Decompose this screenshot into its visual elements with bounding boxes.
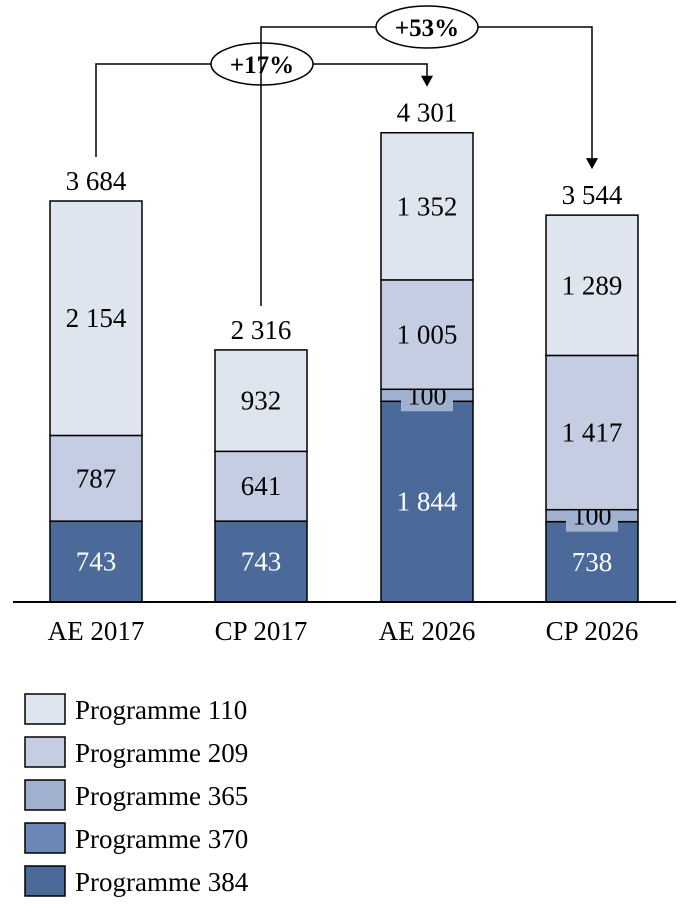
data-label: 932 — [241, 386, 282, 416]
x-tick-label: CP 2017 — [215, 616, 308, 646]
data-label: 1 417 — [562, 418, 623, 448]
data-label: 787 — [76, 463, 117, 493]
bar-segment-programme-110-0 — [49, 200, 143, 437]
legend-label: Programme 209 — [75, 738, 248, 768]
data-label: 641 — [241, 471, 282, 501]
bar-segment-programme-384-1 — [214, 520, 308, 603]
data-label: 2 154 — [66, 303, 127, 333]
legend-swatch-programme-384 — [24, 865, 66, 897]
legend-swatch-programme-110 — [24, 693, 66, 725]
legend-label: Programme 365 — [75, 781, 248, 811]
x-tick-label: CP 2026 — [546, 616, 639, 646]
bar-total-label: 3 684 — [66, 166, 127, 196]
bar-segment-programme-110-1 — [214, 349, 308, 453]
bar-segment-programme-209-2 — [380, 279, 474, 391]
annotation-label: +17% — [230, 52, 294, 79]
legend-label: Programme 370 — [75, 824, 248, 854]
bar-total-label: 2 316 — [231, 315, 292, 345]
annotation-label: +53% — [395, 15, 459, 42]
data-label: 1 844 — [397, 487, 458, 517]
bar-segment-programme-110-3 — [545, 214, 639, 357]
bar-total-label: 4 301 — [397, 98, 458, 128]
annotation-arrowhead-0 — [421, 75, 433, 87]
annotation-arrowhead-1 — [586, 158, 598, 170]
bar-total-label: 3 544 — [562, 180, 623, 210]
bar-segment-programme-209-3 — [545, 354, 639, 511]
data-label: 738 — [572, 547, 613, 577]
data-label: 743 — [76, 547, 117, 577]
x-tick-label: AE 2026 — [379, 616, 476, 646]
legend-label: Programme 110 — [75, 695, 247, 725]
legend-label: Programme 384 — [75, 867, 249, 897]
bar-segment-programme-209-0 — [49, 434, 143, 522]
legend-swatch-programme-365 — [24, 779, 66, 811]
annotation-bubble-0 — [210, 42, 314, 86]
legend-swatch-programme-209 — [24, 736, 66, 768]
data-label: 1 289 — [562, 270, 623, 300]
data-label: 1 352 — [397, 191, 458, 221]
data-label: 743 — [241, 547, 282, 577]
bar-segment-programme-384-0 — [49, 520, 143, 603]
annotation-bubble-1 — [375, 5, 479, 49]
x-tick-label: AE 2017 — [48, 616, 145, 646]
bar-segment-programme-110-2 — [380, 131, 474, 281]
data-label: 1 005 — [397, 320, 458, 350]
bar-segment-programme-209-1 — [214, 450, 308, 522]
legend-swatch-programme-370 — [24, 822, 66, 854]
